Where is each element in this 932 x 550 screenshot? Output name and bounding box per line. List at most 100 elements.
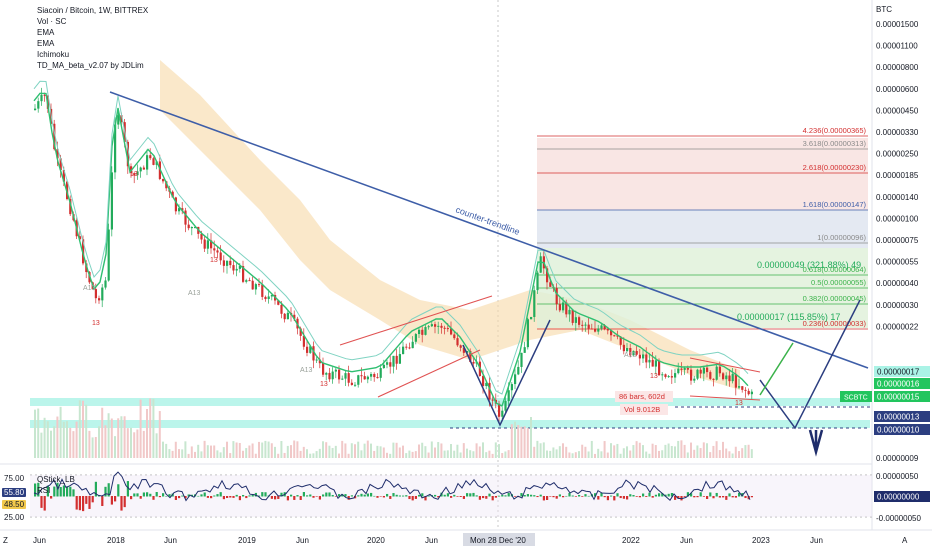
time-tick: Jun (164, 536, 177, 545)
volume-bar (114, 436, 116, 458)
volume-bar (190, 446, 193, 458)
volume-bar (466, 448, 468, 458)
qstick-bar (648, 492, 651, 497)
qstick-bar (398, 495, 401, 497)
volume-bar (475, 443, 478, 458)
candle-body (622, 344, 625, 352)
volume-bar (56, 416, 59, 458)
candle-body (162, 178, 165, 182)
qstick-bar (376, 496, 379, 498)
qstick-bar (421, 493, 424, 497)
volume-bar (578, 451, 580, 458)
qstick-bar (530, 494, 533, 497)
qstick-bar (101, 496, 104, 506)
price-tag-bg (874, 391, 930, 402)
rsi-label-75: 75.00 (4, 474, 25, 483)
volume-bar (181, 449, 184, 458)
legend-rsi: RSI (37, 486, 51, 495)
td-sequential-label: 13 (92, 320, 100, 327)
qstick-bar (37, 482, 40, 497)
candle-body (517, 366, 520, 375)
qstick-bar (603, 496, 606, 498)
volume-bar (251, 443, 254, 458)
candle-body (222, 260, 225, 266)
symbol-tag-bg (840, 391, 872, 402)
volume-bar (373, 450, 376, 458)
candle-body (370, 373, 373, 377)
candle-body (78, 236, 81, 240)
volume-bar (142, 430, 145, 458)
volume-bar (194, 451, 196, 458)
volume-bar (213, 445, 216, 458)
price-tick: 0.00000140 (876, 193, 919, 202)
candle-body (437, 325, 440, 327)
volume-bar (523, 426, 526, 458)
qstick-bar (251, 494, 254, 497)
candle-body (581, 324, 584, 326)
qstick-bar (536, 496, 539, 498)
candle-body (750, 391, 753, 395)
qstick-bar (683, 496, 686, 497)
ema-slow-line (33, 80, 749, 395)
candle-body (354, 384, 357, 386)
qstick-bar (725, 496, 728, 500)
qstick-bar (514, 496, 517, 497)
volume-bar (443, 450, 446, 458)
volume-bar (690, 442, 692, 458)
candles-group (34, 87, 753, 422)
qstick-bar (462, 496, 465, 499)
qstick-bar (152, 496, 155, 500)
price-tick: 0.00000009 (876, 454, 919, 463)
qstick-bar (709, 492, 712, 497)
qstick-bar (626, 496, 629, 500)
volume-bar (485, 452, 488, 458)
qstick-bar (520, 493, 523, 497)
volume-bar (408, 450, 411, 458)
volume-bar (130, 427, 132, 458)
symbol-tag: SCBTC (844, 395, 868, 402)
volume-bar (613, 445, 616, 458)
candle-body (731, 373, 734, 382)
td-sequential-label: A13 (300, 367, 313, 374)
qstick-bar (261, 492, 264, 497)
volume-bar (98, 426, 100, 458)
qstick-bar (629, 494, 632, 497)
volume-bar (46, 421, 49, 458)
volume-bar (664, 444, 667, 458)
price-tag: 0.00000010 (877, 426, 920, 435)
qstick-bar (686, 492, 689, 497)
qstick-bar (130, 496, 133, 500)
candle-body (686, 368, 689, 370)
price-tick: 0.00000075 (876, 236, 919, 245)
candle-body (293, 314, 296, 319)
qstick-bar (354, 496, 357, 499)
volume-bar (446, 450, 449, 458)
sub-price-tag-bg (874, 491, 930, 502)
price-tag: 0.00000013 (877, 413, 920, 422)
qstick-bar (322, 494, 325, 497)
candle-body (421, 329, 424, 335)
candle-body (306, 346, 309, 353)
rsi-line (33, 471, 751, 502)
qstick-bar (392, 493, 395, 497)
sub-price-tag: 0.00000000 (877, 493, 920, 502)
qstick-bar (258, 495, 261, 497)
vol-label-bg (620, 404, 668, 415)
qstick-bar (299, 496, 302, 500)
candle-body (398, 354, 401, 364)
price-tick: 0.00000600 (876, 85, 919, 94)
candle-body (482, 376, 485, 387)
candle-body (674, 373, 677, 378)
qstick-bar (114, 496, 117, 502)
candle-body (741, 386, 744, 390)
v-pattern-line (462, 319, 551, 427)
qstick-bar (302, 492, 305, 497)
qstick-bar (482, 496, 485, 499)
qstick-bar (174, 496, 177, 500)
volume-bar (693, 449, 696, 458)
volume-bar (626, 446, 628, 458)
td-sequential-label: A13 (83, 285, 96, 292)
candle-body (43, 94, 46, 96)
td-sequential-label: 13 (735, 400, 743, 407)
